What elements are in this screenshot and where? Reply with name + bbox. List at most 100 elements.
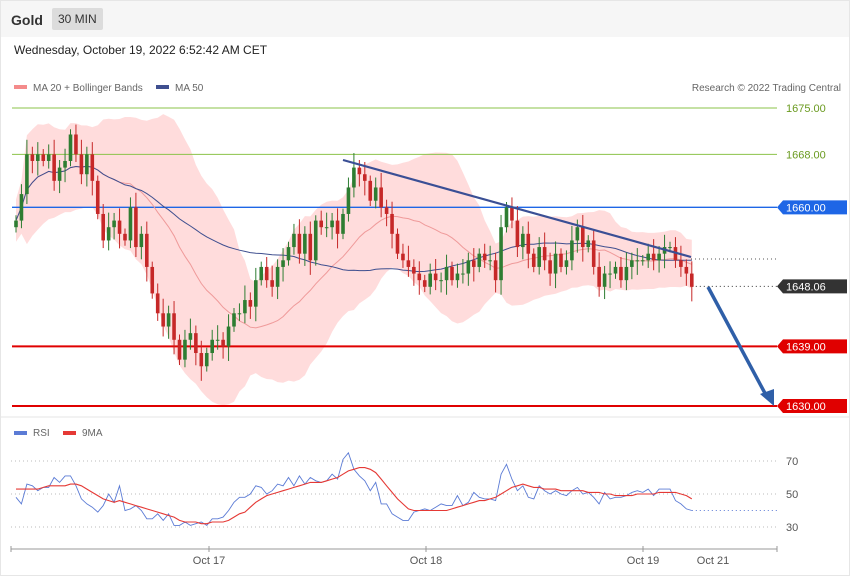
level-tag-4: 1639.00: [777, 339, 847, 354]
candle-body: [68, 134, 73, 161]
ma50-line: [15, 165, 692, 273]
candle: [79, 139, 84, 185]
candle-body: [275, 266, 280, 287]
candle-body: [428, 273, 432, 287]
candle-body: [439, 280, 443, 282]
candle: [433, 258, 438, 291]
candle: [395, 228, 400, 259]
candle-body: [264, 266, 269, 281]
candle-body: [488, 260, 492, 262]
candle-body: [553, 253, 558, 274]
candle-body: [254, 280, 258, 307]
candle-body: [30, 154, 35, 161]
candle: [439, 272, 443, 293]
timeframe-badge[interactable]: 30 MIN: [52, 8, 103, 30]
moving-averages-layer: [15, 165, 692, 329]
candle: [690, 261, 694, 302]
candle-body: [134, 207, 138, 248]
candle-body: [472, 260, 476, 267]
candle: [482, 243, 487, 268]
candle: [406, 245, 411, 277]
research-credit: Research © 2022 Trading Central: [692, 83, 841, 94]
level-label-5: 1630.00: [786, 401, 826, 413]
candle: [199, 340, 204, 381]
candle-body: [177, 339, 182, 360]
candle: [581, 214, 585, 262]
projection-arrow-shaft: [706, 286, 769, 398]
candle-body: [172, 313, 176, 340]
rsi-line: [15, 451, 692, 526]
ma20-line: [15, 165, 692, 329]
candle-body: [450, 266, 454, 281]
candle-body: [668, 247, 672, 249]
candle-body: [145, 233, 149, 267]
candle: [101, 204, 105, 249]
candle: [368, 175, 373, 207]
ma20-legend-label: MA 20 + Bollinger Bands: [33, 83, 143, 94]
candle-body: [248, 300, 253, 307]
candle: [128, 197, 133, 249]
projection-arrow-head: [760, 389, 774, 406]
candle-body: [504, 207, 509, 228]
candle: [254, 267, 258, 322]
candle: [308, 221, 313, 275]
candle-body: [651, 253, 656, 261]
level-tag-bg-2: [777, 200, 847, 215]
ma50-legend-swatch: [156, 85, 169, 89]
level-tag-bg-3: [777, 279, 847, 294]
x-tick-label: Oct 18: [410, 555, 442, 567]
candle: [85, 146, 89, 187]
candle: [204, 347, 209, 372]
candle: [379, 172, 383, 218]
candle-body: [679, 260, 683, 267]
candle: [531, 248, 536, 273]
rsi-ma-legend-swatch: [63, 431, 76, 435]
candle: [112, 212, 116, 240]
candle: [504, 202, 509, 233]
candle: [74, 124, 78, 162]
candle-body: [204, 353, 209, 367]
candle: [210, 329, 214, 361]
candle-body: [41, 154, 46, 161]
level-label-2: 1660.00: [786, 202, 826, 214]
candle: [46, 144, 51, 169]
candle: [521, 226, 525, 260]
candle: [264, 257, 269, 288]
candle: [488, 245, 492, 271]
x-tick-label: Oct 21: [697, 555, 729, 567]
candle: [319, 210, 323, 235]
candle: [248, 292, 253, 319]
candle-body: [379, 187, 383, 208]
candle: [155, 283, 160, 321]
candle-body: [537, 247, 541, 267]
candle-body: [521, 233, 525, 248]
downtrend-line: [342, 158, 692, 259]
candle-body: [586, 240, 591, 248]
x-tick-label: Oct 17: [193, 555, 225, 567]
candle: [134, 192, 138, 257]
rsi-ma-line: [16, 467, 693, 525]
ma20-legend-swatch: [14, 85, 27, 89]
candle: [232, 307, 236, 332]
candle: [275, 259, 280, 300]
candle-body: [74, 134, 78, 155]
candle: [390, 201, 394, 249]
candle-body: [90, 154, 95, 181]
level-tag-5: 1630.00: [777, 399, 847, 413]
candle: [591, 230, 596, 275]
candle-body: [581, 227, 585, 248]
candle-body: [510, 207, 514, 221]
candle-body: [412, 266, 416, 274]
candle: [177, 334, 182, 365]
candle-body: [101, 213, 105, 241]
candle: [270, 265, 274, 297]
candle: [542, 232, 547, 271]
candle-body: [259, 266, 264, 281]
header-bar: Gold 30 MIN: [1, 1, 849, 37]
candle: [493, 252, 498, 293]
candle: [526, 221, 531, 269]
candle: [472, 248, 476, 282]
candle: [684, 259, 689, 286]
